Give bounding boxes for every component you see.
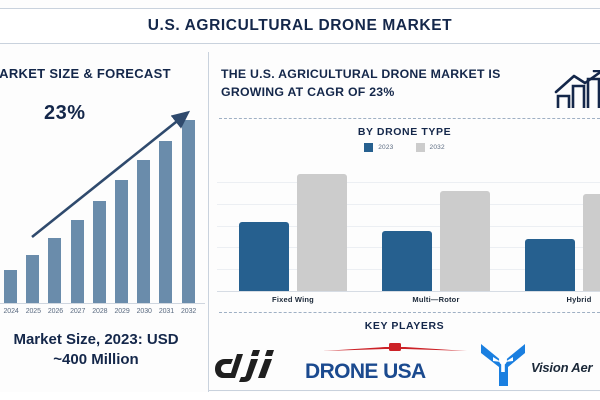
- chart-category-label: Hybrid: [566, 295, 592, 304]
- forecast-x-tick: 2026: [47, 308, 64, 315]
- forecast-x-tick: 2031: [158, 308, 174, 315]
- left-panel-heading: MARKET SIZE & FORECAST: [0, 66, 171, 81]
- headline-divider: [219, 118, 600, 119]
- forecast-bar: [92, 201, 106, 303]
- chart-legend: 2023 2032: [209, 143, 600, 152]
- panel-divider: [208, 52, 209, 400]
- drone-usa-label: DRONE USA: [305, 360, 426, 383]
- chart-gridline: [217, 226, 600, 227]
- forecast-x-axis: 2024 2025 2026 2027 2028 2029 2030 2031 2032: [0, 308, 208, 315]
- legend-label: 2023: [378, 144, 394, 151]
- right-bottom-rule: [209, 390, 600, 391]
- legend-item[interactable]: 2023: [364, 143, 393, 152]
- chart-gridline: [217, 204, 600, 205]
- market-size-forecast-panel: MARKET SIZE & FORECAST 23% 2024 2025 2026 2…: [0, 52, 208, 400]
- forecast-x-tick: 2028: [92, 308, 108, 315]
- market-size-footer-line2: ~400 Million: [53, 350, 139, 368]
- forecast-bars: [0, 108, 205, 303]
- right-panel: THE U.S. AGRICULTURAL DRONE MARKET IS GR…: [209, 52, 600, 400]
- forecast-x-tick: 2032: [181, 308, 197, 315]
- chart-baseline: [217, 291, 600, 292]
- forecast-bar: [181, 120, 195, 303]
- forecast-bar: [4, 270, 17, 303]
- vision-aerial-mark-icon: [481, 344, 525, 386]
- forecast-x-tick: 2025: [25, 308, 41, 315]
- by-drone-type-chart: [217, 160, 600, 292]
- headline-row: THE U.S. AGRICULTURAL DRONE MARKET IS GR…: [221, 66, 600, 114]
- bar-chart-growth-icon: [554, 70, 600, 108]
- chart-category-label: Multi—Rotor: [412, 295, 460, 304]
- market-size-forecast-chart: 23%: [0, 94, 208, 304]
- chart-bar: [583, 194, 600, 291]
- forecast-x-tick: 2030: [136, 308, 152, 315]
- chart-bar: [239, 222, 289, 291]
- forecast-growth-label: 23%: [44, 102, 86, 124]
- page-title: U.S. AGRICULTURAL DRONE MARKET: [147, 17, 453, 34]
- chart-bar: [440, 191, 490, 291]
- market-size-footer: Market Size, 2023: USD ~400 Million: [0, 330, 206, 370]
- forecast-bar: [115, 180, 128, 303]
- forecast-x-tick: 2027: [70, 308, 86, 315]
- chart-category-labels: Fixed Wing Multi—Rotor Hybrid: [217, 295, 600, 309]
- legend-swatch: [415, 143, 425, 152]
- chart-category-label: Fixed Wing: [272, 295, 314, 304]
- headline-text: THE U.S. AGRICULTURAL DRONE MARKET IS GR…: [221, 67, 501, 99]
- legend-swatch: [364, 143, 374, 152]
- chart-bar: [297, 174, 347, 291]
- forecast-bar: [70, 220, 84, 303]
- forecast-bar: [48, 238, 62, 303]
- up-trend-arrow-icon: [31, 110, 191, 239]
- header-band: U.S. AGRICULTURAL DRONE MARKET: [0, 8, 600, 44]
- key-players-logos: DRONE USA Vision Aer: [209, 336, 600, 390]
- vision-aerial-logo: Vision Aer: [479, 340, 600, 388]
- chart-gridline: [217, 182, 600, 183]
- vision-aerial-label: Vision Aer: [531, 360, 593, 375]
- forecast-x-tick: 2024: [3, 308, 19, 315]
- market-size-footer-line1: Market Size, 2023: USD: [13, 331, 179, 348]
- chart-bar: [382, 231, 432, 291]
- forecast-bar: [159, 141, 173, 303]
- chart-title: BY DRONE TYPE: [357, 126, 452, 138]
- key-players-divider: [219, 312, 600, 313]
- legend-item[interactable]: 2032: [415, 143, 445, 152]
- drone-usa-logo: DRONE USA: [305, 342, 485, 386]
- forecast-bar: [26, 255, 40, 303]
- forecast-baseline: [0, 303, 205, 304]
- bottom-band: [0, 392, 600, 400]
- dji-logo: [215, 350, 274, 382]
- legend-label: 2032: [429, 144, 445, 151]
- forecast-bar: [137, 160, 151, 303]
- drone-usa-wing-icon: [323, 343, 467, 351]
- key-players-title: KEY PLAYERS: [364, 320, 445, 332]
- chart-bar: [525, 239, 575, 291]
- forecast-x-tick: 2029: [114, 308, 130, 315]
